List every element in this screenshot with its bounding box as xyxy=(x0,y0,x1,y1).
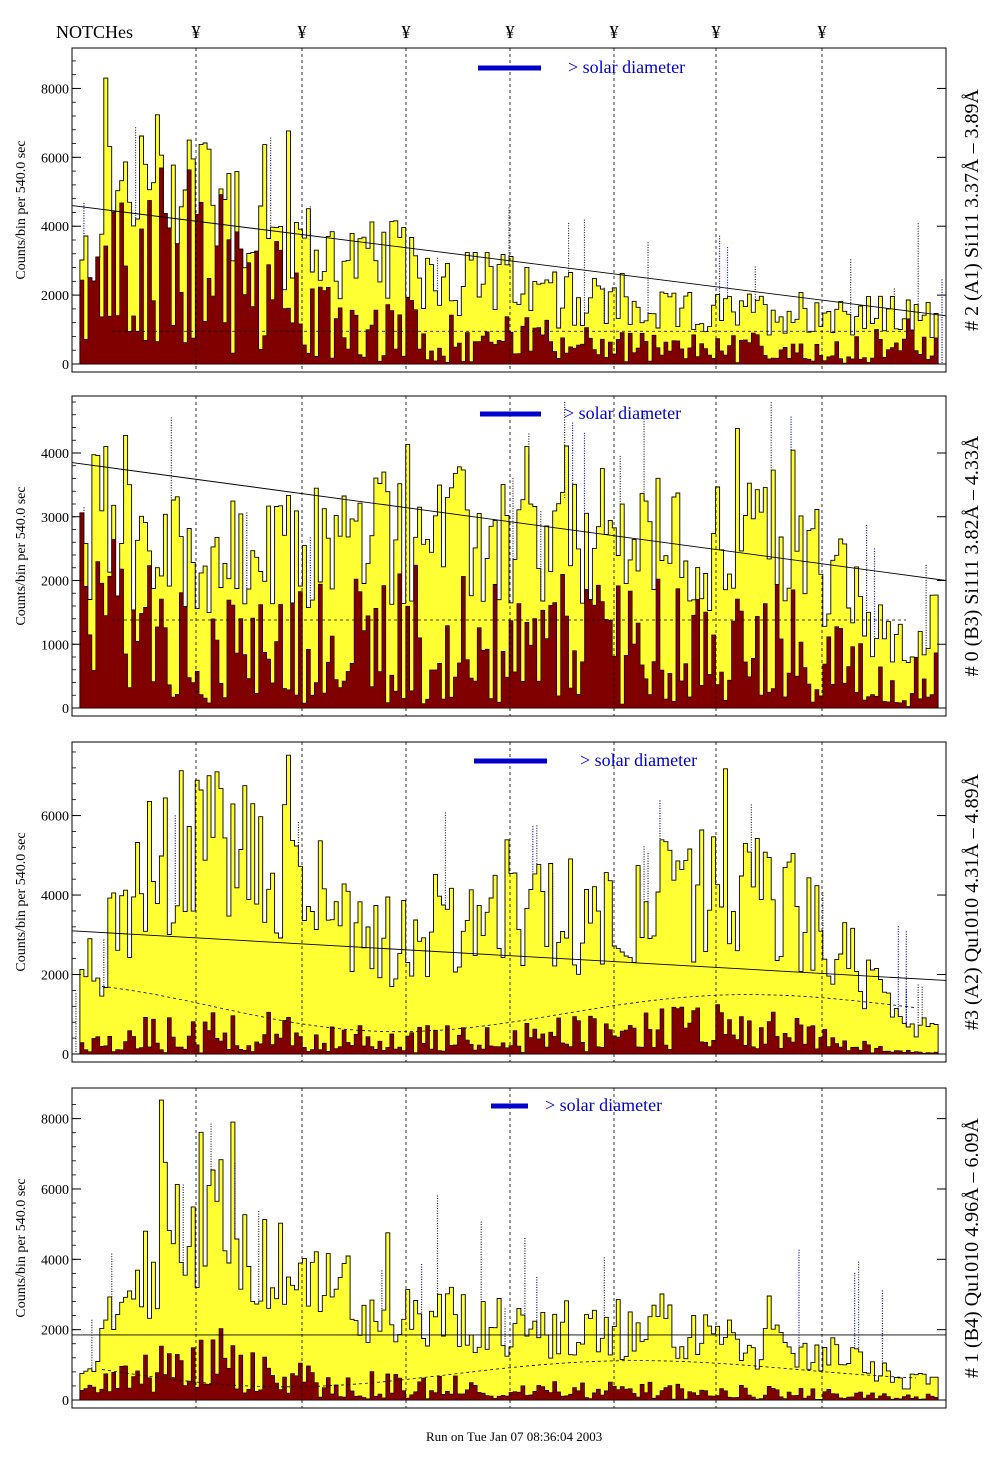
panel-side-title: # 0 (B3) Si111 3.82Å – 4.33Å xyxy=(961,435,983,676)
notch-marker-5: ¥ xyxy=(610,22,619,42)
notch-marker-6: ¥ xyxy=(712,22,721,42)
panel-side-title: # 1 (B4) Qu1010 4.96Å – 6.09Å xyxy=(961,1117,983,1378)
y-tick-label: 8000 xyxy=(41,1113,69,1128)
chart-panel-1: 0 2000 4000 6000 8000 Counts/bin per 540.0 se… xyxy=(14,47,983,373)
y-tick-label: 0 xyxy=(62,1048,69,1063)
panels: 0 2000 4000 6000 8000 Counts/bin per 540.0 se… xyxy=(14,47,983,1409)
notch-marker-2: ¥ xyxy=(298,22,307,42)
y-tick-label: 4000 xyxy=(41,220,69,235)
y-axis-label: Counts/bin per 540.0 sec xyxy=(14,832,29,971)
series-darkred-histogram xyxy=(72,1004,946,1055)
y-tick-label: 6000 xyxy=(41,151,69,166)
y-tick-label: 2000 xyxy=(41,969,69,984)
legend-label: > solar diameter xyxy=(545,1095,662,1115)
notches-label: NOTCHes xyxy=(56,22,133,42)
series-yellow-histogram xyxy=(72,754,946,1055)
notch-marker-3: ¥ xyxy=(402,22,411,42)
baseline-dashed xyxy=(101,1360,917,1388)
series-darkred-histogram xyxy=(72,1328,946,1401)
y-tick-label: 1000 xyxy=(41,638,69,653)
y-axis-label: Counts/bin per 540.0 sec xyxy=(14,140,29,279)
trend-line xyxy=(71,462,947,581)
y-tick-label: 4000 xyxy=(41,1253,69,1268)
legend-label: > solar diameter xyxy=(580,750,697,770)
trend-line xyxy=(71,205,947,317)
y-tick-label: 0 xyxy=(62,1394,69,1409)
panel-side-title: # 2 (A1) Si111 3.37Å – 3.89Å xyxy=(961,89,983,331)
run-timestamp: Run on Tue Jan 07 08:36:04 2003 xyxy=(426,1429,602,1444)
chart-panel-2: 0 1000 2000 3000 4000 Counts/bin per 540.0 se… xyxy=(14,395,983,717)
notch-marker-7: ¥ xyxy=(818,22,827,42)
y-axis-label: Counts/bin per 540.0 sec xyxy=(14,1178,29,1317)
y-tick-label: 4000 xyxy=(41,889,69,904)
y-tick-label: 0 xyxy=(62,702,69,717)
notch-marker-4: ¥ xyxy=(506,22,515,42)
series-yellow-histogram xyxy=(72,77,946,365)
notch-marker-1: ¥ xyxy=(192,22,201,42)
y-tick-label: 3000 xyxy=(41,511,69,526)
series-yellow-histogram xyxy=(72,1099,946,1401)
baseline-dashed xyxy=(101,986,917,1033)
y-tick-label: 6000 xyxy=(41,810,69,825)
y-tick-label: 2000 xyxy=(41,575,69,590)
chart-panel-3: 0 2000 4000 6000 Counts/bin per 540.0 sec #3 … xyxy=(14,741,983,1063)
trend-line xyxy=(71,930,947,981)
y-tick-label: 2000 xyxy=(41,1324,69,1339)
y-tick-label: 8000 xyxy=(41,82,69,97)
y-tick-label: 6000 xyxy=(41,1183,69,1198)
y-axis-label: Counts/bin per 540.0 sec xyxy=(14,486,29,625)
notch-header: NOTCHes ¥ ¥ ¥ ¥ ¥ ¥ ¥ xyxy=(56,22,827,42)
y-tick-label: 0 xyxy=(62,358,69,373)
y-tick-label: 4000 xyxy=(41,447,69,462)
panel-side-title: #3 (A2) Qu1010 4.31Å – 4.89Å xyxy=(961,773,983,1030)
legend-label: > solar diameter xyxy=(568,57,685,77)
series-darkred-histogram xyxy=(72,512,946,709)
legend-label: > solar diameter xyxy=(564,403,681,423)
chart-panel-4: 0 2000 4000 6000 8000 Counts/bin per 540.0 se… xyxy=(14,1087,983,1409)
y-tick-label: 2000 xyxy=(41,289,69,304)
series-darkred-histogram xyxy=(72,167,946,365)
